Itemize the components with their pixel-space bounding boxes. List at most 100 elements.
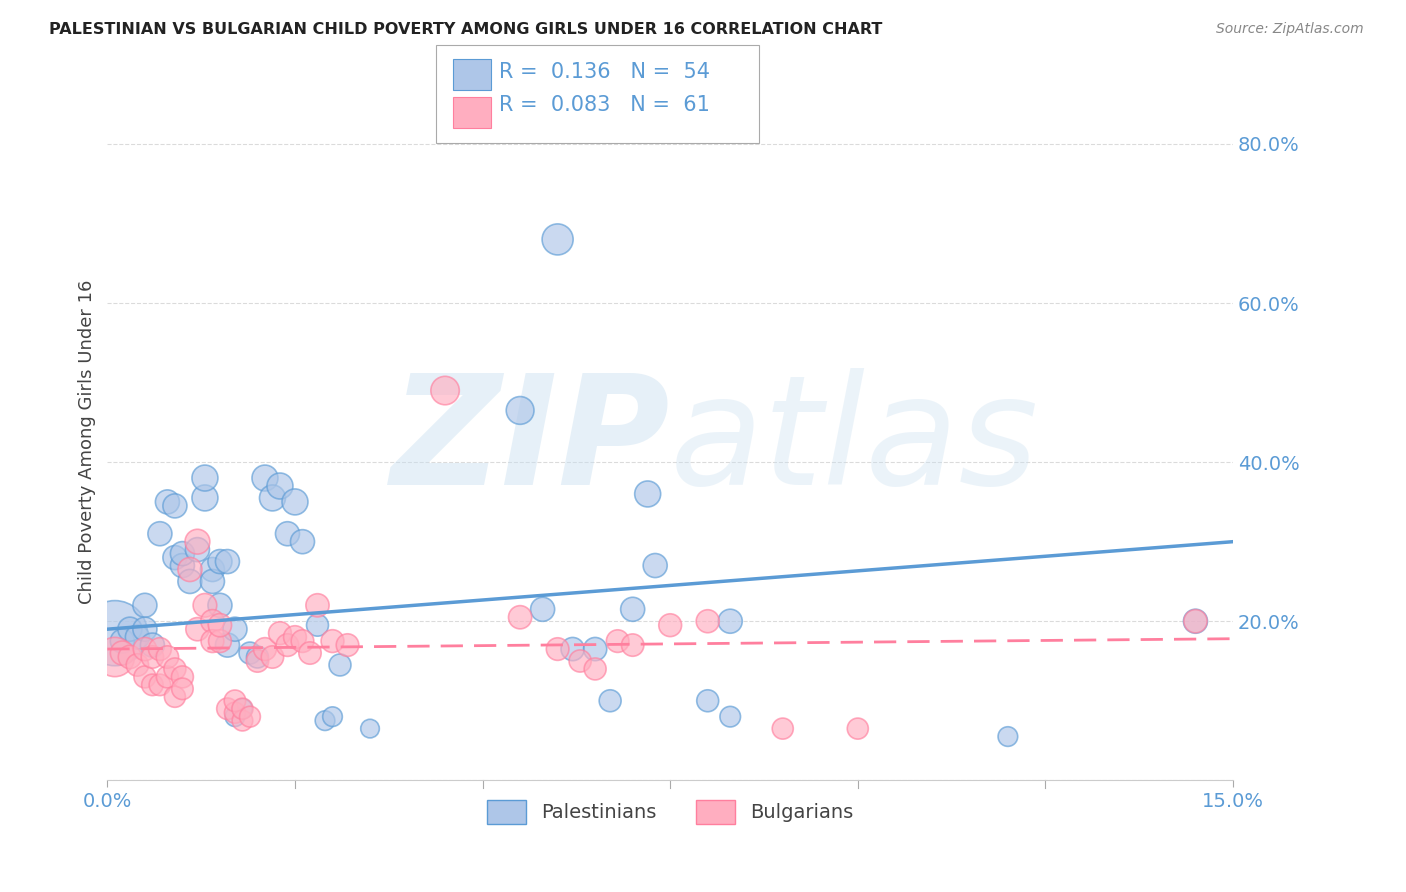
Point xyxy=(231,702,253,716)
Text: Source: ZipAtlas.com: Source: ZipAtlas.com xyxy=(1216,22,1364,37)
Text: PALESTINIAN VS BULGARIAN CHILD POVERTY AMONG GIRLS UNDER 16 CORRELATION CHART: PALESTINIAN VS BULGARIAN CHILD POVERTY A… xyxy=(49,22,883,37)
Point xyxy=(163,690,186,704)
Point xyxy=(246,650,269,665)
Point xyxy=(217,638,239,652)
Y-axis label: Child Poverty Among Girls Under 16: Child Poverty Among Girls Under 16 xyxy=(79,280,96,605)
Point xyxy=(314,714,336,728)
Point xyxy=(134,622,156,636)
Point xyxy=(217,555,239,569)
Text: ZIP: ZIP xyxy=(391,368,671,516)
Point xyxy=(179,562,201,576)
Point xyxy=(134,642,156,657)
Point xyxy=(111,634,134,648)
Point xyxy=(217,702,239,716)
Point xyxy=(321,634,343,648)
Point xyxy=(127,657,149,672)
Point xyxy=(561,642,583,657)
Point xyxy=(531,602,554,616)
Point xyxy=(134,670,156,684)
Point xyxy=(644,558,666,573)
Point xyxy=(997,730,1019,744)
Point xyxy=(141,638,163,652)
Point xyxy=(846,722,869,736)
Point xyxy=(186,622,208,636)
Point xyxy=(276,638,298,652)
Point xyxy=(201,574,224,589)
Point xyxy=(307,618,329,632)
Point xyxy=(599,694,621,708)
Point xyxy=(156,495,179,509)
Text: atlas: atlas xyxy=(671,368,1039,516)
Point xyxy=(276,526,298,541)
Point xyxy=(186,542,208,557)
Point xyxy=(186,534,208,549)
Point xyxy=(246,654,269,668)
Point xyxy=(284,495,307,509)
Point xyxy=(172,681,194,696)
Point xyxy=(134,599,156,613)
Point xyxy=(141,650,163,665)
Point xyxy=(224,622,246,636)
Point xyxy=(208,634,231,648)
Point xyxy=(172,547,194,561)
Point xyxy=(201,634,224,648)
Point xyxy=(104,650,127,665)
Point xyxy=(172,558,194,573)
Point xyxy=(163,499,186,513)
Point xyxy=(118,650,141,665)
Point xyxy=(359,722,381,736)
Point xyxy=(208,618,231,632)
Point xyxy=(253,642,276,657)
Point xyxy=(434,384,457,398)
Point xyxy=(291,534,314,549)
Point xyxy=(336,638,359,652)
Point xyxy=(509,403,531,417)
Point xyxy=(262,650,284,665)
Point xyxy=(329,657,352,672)
Point xyxy=(621,638,644,652)
Point xyxy=(194,471,217,485)
Point xyxy=(718,614,741,628)
Point xyxy=(149,678,172,692)
Point xyxy=(224,706,246,720)
Point xyxy=(547,642,569,657)
Point xyxy=(718,709,741,723)
Point xyxy=(194,491,217,505)
Point xyxy=(547,232,569,246)
Point xyxy=(224,694,246,708)
Point xyxy=(194,599,217,613)
Point xyxy=(172,670,194,684)
Point xyxy=(179,574,201,589)
Point xyxy=(208,599,231,613)
Point xyxy=(269,626,291,640)
Point xyxy=(307,599,329,613)
Point xyxy=(569,654,592,668)
Point xyxy=(149,642,172,657)
Point xyxy=(201,614,224,628)
Point xyxy=(772,722,794,736)
Point xyxy=(298,646,321,660)
Point xyxy=(224,709,246,723)
Point xyxy=(291,634,314,648)
Point xyxy=(606,634,628,648)
Text: R =  0.136   N =  54: R = 0.136 N = 54 xyxy=(499,62,710,82)
Point xyxy=(111,646,134,660)
Point xyxy=(141,678,163,692)
Point xyxy=(284,630,307,644)
Point xyxy=(231,714,253,728)
Point xyxy=(127,630,149,644)
Point xyxy=(696,614,718,628)
Point xyxy=(696,694,718,708)
Point xyxy=(583,642,606,657)
Point xyxy=(231,702,253,716)
Point xyxy=(163,662,186,676)
Point xyxy=(321,709,343,723)
Point xyxy=(583,662,606,676)
Text: R =  0.083   N =  61: R = 0.083 N = 61 xyxy=(499,95,710,115)
Point xyxy=(239,646,262,660)
Point xyxy=(104,626,127,640)
Point xyxy=(156,650,179,665)
Point xyxy=(659,618,682,632)
Point xyxy=(262,491,284,505)
Point xyxy=(118,622,141,636)
